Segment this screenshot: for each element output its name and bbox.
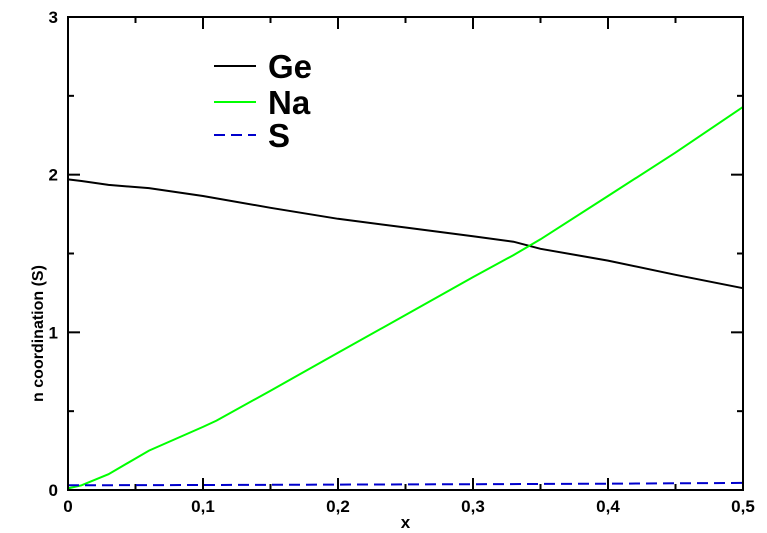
x-tick-label: 0 bbox=[63, 497, 72, 516]
y-tick-label: 2 bbox=[49, 166, 58, 185]
legend-label-na: Na bbox=[268, 84, 311, 121]
x-tick-label: 0,1 bbox=[191, 497, 215, 516]
y-tick-label: 3 bbox=[49, 8, 58, 27]
legend-label-s: S bbox=[268, 117, 290, 154]
series-layer bbox=[67, 106, 744, 490]
legend-label-ge: Ge bbox=[268, 48, 312, 85]
x-tick-label: 0,4 bbox=[596, 497, 620, 516]
series-line-s bbox=[67, 481, 744, 487]
x-tick-label: 0,3 bbox=[461, 497, 485, 516]
x-tick-label: 0,2 bbox=[326, 497, 350, 516]
y-tick-label: 1 bbox=[49, 323, 58, 342]
x-tick-label: 0,5 bbox=[731, 497, 755, 516]
plot-frame bbox=[67, 16, 744, 491]
y-tick-label: 0 bbox=[49, 481, 58, 500]
axis-ticks bbox=[67, 16, 744, 491]
series-line-na bbox=[67, 106, 744, 490]
y-tick-labels: 0 1 2 3 bbox=[49, 8, 58, 500]
y-axis-label: n coordination (S) bbox=[30, 265, 47, 402]
x-tick-labels: 0 0,1 0,2 0,3 0,4 0,5 bbox=[63, 497, 755, 516]
x-axis-label: x bbox=[401, 513, 411, 532]
series-line-ge bbox=[67, 178, 744, 290]
